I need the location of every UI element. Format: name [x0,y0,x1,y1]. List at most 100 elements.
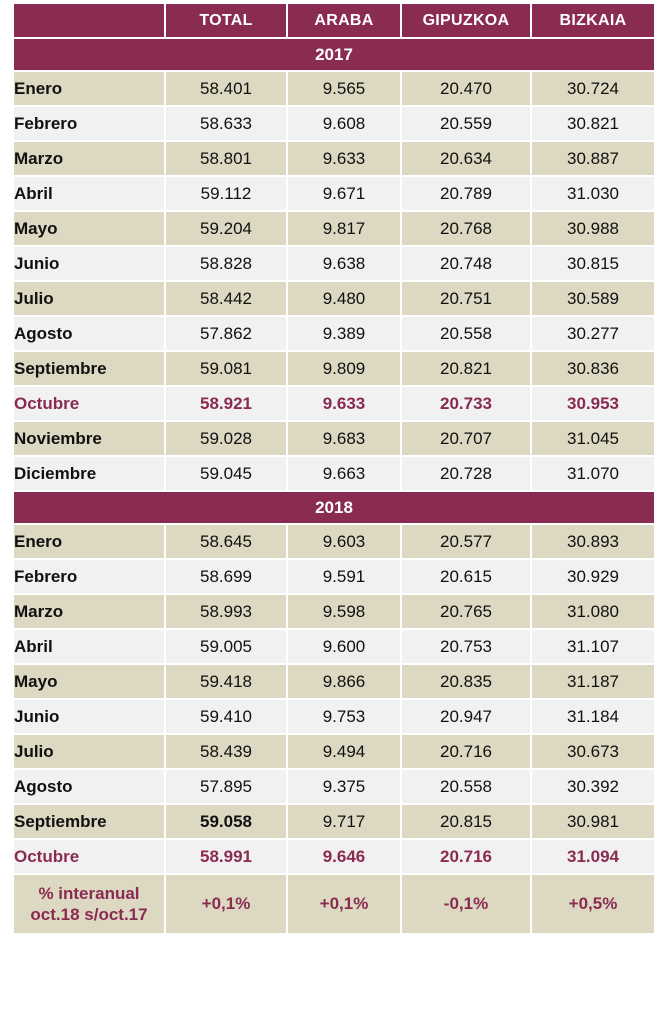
month-label: Enero [12,523,166,560]
value-araba: 9.598 [286,593,402,630]
value-total: 58.645 [164,523,288,560]
value-total: 59.045 [164,455,288,492]
value-gipuzkoa: 20.733 [400,385,532,422]
table-row: Septiembre 59.081 9.809 20.821 30.836 [12,350,656,387]
value-araba: 9.603 [286,523,402,560]
header-total: TOTAL [164,2,288,39]
month-label: Febrero [12,558,166,595]
year-row-2018: 2018 [12,490,656,525]
table-row-highlight: Octubre 58.921 9.633 20.733 30.953 [12,385,656,422]
table-row: Julio 58.442 9.480 20.751 30.589 [12,280,656,317]
value-bizkaia: 31.030 [530,175,656,212]
header-araba: ARABA [286,2,402,39]
value-bizkaia: 30.988 [530,210,656,247]
value-bizkaia: 31.184 [530,698,656,735]
value-gipuzkoa: 20.728 [400,455,532,492]
value-total: 59.418 [164,663,288,700]
value-bizkaia: 31.070 [530,455,656,492]
month-label: Marzo [12,140,166,177]
footer-gipuzkoa: -0,1% [400,873,532,935]
value-gipuzkoa: 20.707 [400,420,532,457]
value-total: 57.895 [164,768,288,805]
data-table: TOTAL ARABA GIPUZKOA BIZKAIA 2017 Enero … [12,2,656,935]
value-bizkaia: 30.953 [530,385,656,422]
value-total: 58.633 [164,105,288,142]
value-araba: 9.375 [286,768,402,805]
value-gipuzkoa: 20.815 [400,803,532,840]
value-araba: 9.671 [286,175,402,212]
value-araba: 9.638 [286,245,402,282]
value-bizkaia: 30.673 [530,733,656,770]
value-gipuzkoa: 20.558 [400,315,532,352]
value-bizkaia: 30.724 [530,70,656,107]
value-araba: 9.480 [286,280,402,317]
value-gipuzkoa: 20.789 [400,175,532,212]
footer-bizkaia: +0,5% [530,873,656,935]
value-total: 58.993 [164,593,288,630]
value-gipuzkoa: 20.558 [400,768,532,805]
value-gipuzkoa: 20.470 [400,70,532,107]
value-bizkaia: 30.277 [530,315,656,352]
value-bizkaia: 30.815 [530,245,656,282]
value-araba: 9.633 [286,385,402,422]
table-row: Julio 58.439 9.494 20.716 30.673 [12,733,656,770]
value-bizkaia: 30.392 [530,768,656,805]
month-label: Octubre [12,838,166,875]
month-label: Mayo [12,663,166,700]
value-araba: 9.591 [286,558,402,595]
value-bizkaia: 31.080 [530,593,656,630]
value-gipuzkoa: 20.768 [400,210,532,247]
value-gipuzkoa: 20.947 [400,698,532,735]
value-araba: 9.600 [286,628,402,665]
month-label: Junio [12,698,166,735]
table-row: Abril 59.112 9.671 20.789 31.030 [12,175,656,212]
footer-label-line1: % interanual [38,884,140,903]
value-araba: 9.565 [286,70,402,107]
value-araba: 9.646 [286,838,402,875]
value-bizkaia: 31.045 [530,420,656,457]
value-total: 59.005 [164,628,288,665]
value-araba: 9.633 [286,140,402,177]
month-label: Julio [12,280,166,317]
value-araba: 9.683 [286,420,402,457]
value-gipuzkoa: 20.748 [400,245,532,282]
value-bizkaia: 31.094 [530,838,656,875]
value-total: 59.081 [164,350,288,387]
value-araba: 9.753 [286,698,402,735]
year-label: 2018 [12,490,656,525]
value-total: 57.862 [164,315,288,352]
footer-total: +0,1% [164,873,288,935]
value-gipuzkoa: 20.716 [400,838,532,875]
value-gipuzkoa: 20.559 [400,105,532,142]
value-araba: 9.817 [286,210,402,247]
month-label: Febrero [12,105,166,142]
table-row: Agosto 57.895 9.375 20.558 30.392 [12,768,656,805]
month-label: Enero [12,70,166,107]
value-total: 58.439 [164,733,288,770]
value-bizkaia: 30.887 [530,140,656,177]
value-araba: 9.494 [286,733,402,770]
month-label: Abril [12,175,166,212]
value-araba: 9.608 [286,105,402,142]
value-total: 59.204 [164,210,288,247]
value-total: 58.921 [164,385,288,422]
month-label: Octubre [12,385,166,422]
table-row: Mayo 59.204 9.817 20.768 30.988 [12,210,656,247]
month-label: Septiembre [12,803,166,840]
footer-row: % interanual oct.18 s/oct.17 +0,1% +0,1%… [12,873,656,935]
table-row: Agosto 57.862 9.389 20.558 30.277 [12,315,656,352]
table-row: Septiembre 59.058 9.717 20.815 30.981 [12,803,656,840]
value-gipuzkoa: 20.615 [400,558,532,595]
value-bizkaia: 31.107 [530,628,656,665]
value-araba: 9.866 [286,663,402,700]
value-total: 58.801 [164,140,288,177]
value-total: 58.442 [164,280,288,317]
month-label: Agosto [12,315,166,352]
footer-label-line2: oct.18 s/oct.17 [30,905,148,924]
table-row: Marzo 58.801 9.633 20.634 30.887 [12,140,656,177]
value-total: 59.058 [164,803,288,840]
table-row: Febrero 58.699 9.591 20.615 30.929 [12,558,656,595]
value-gipuzkoa: 20.716 [400,733,532,770]
header-gipuzkoa: GIPUZKOA [400,2,532,39]
value-bizkaia: 30.929 [530,558,656,595]
